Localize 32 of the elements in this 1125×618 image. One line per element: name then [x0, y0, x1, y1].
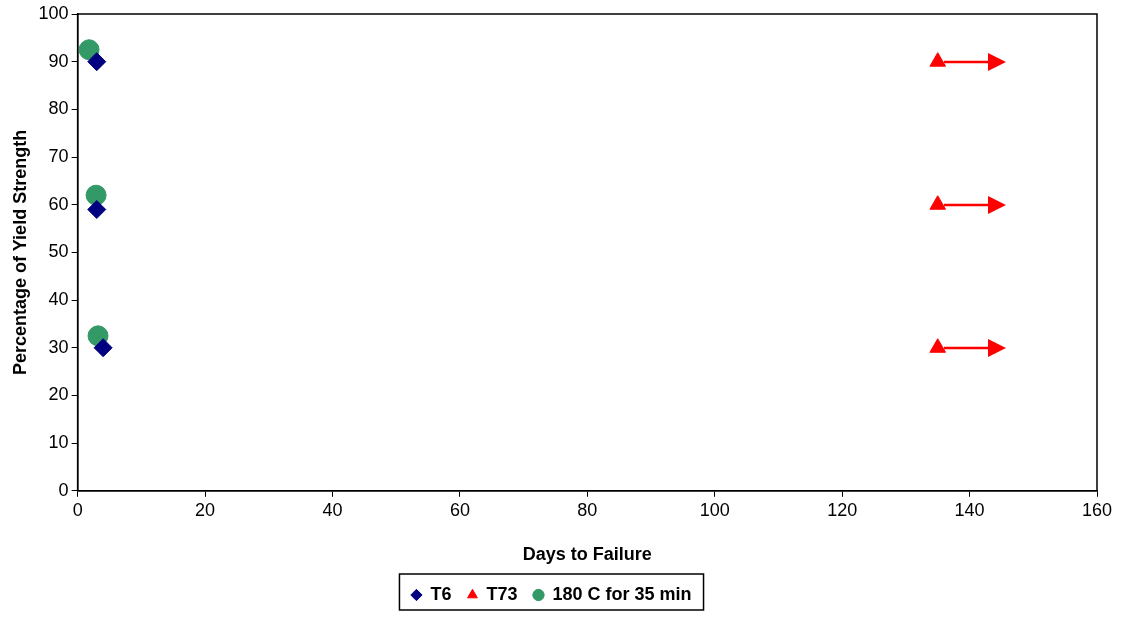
- y-tick-label: 50: [48, 241, 69, 262]
- x-tick-label: 160: [1081, 499, 1113, 520]
- point: [87, 199, 107, 219]
- y-tick-label: 40: [48, 289, 69, 310]
- y-tick-label: 90: [48, 50, 69, 71]
- y-tick-label: 80: [48, 98, 69, 119]
- x-tick-label: 140: [954, 499, 985, 520]
- y-tick-label: 100: [38, 2, 69, 23]
- x-axis-title: Days to Failure: [522, 544, 652, 565]
- point: [78, 39, 100, 61]
- y-tick-label: 0: [58, 479, 69, 500]
- x-tick-label: 120: [827, 499, 858, 520]
- legend-label: 180 C for 35 min: [552, 583, 692, 604]
- point: [929, 338, 947, 353]
- x-tick-label: 20: [195, 499, 216, 520]
- legend-label: T6: [430, 583, 452, 604]
- x-tick-label: 40: [322, 499, 343, 520]
- x-tick-label: 80: [577, 499, 598, 520]
- y-tick-label: 10: [48, 432, 69, 453]
- y-tick-label: 30: [48, 336, 69, 357]
- point: [929, 195, 947, 210]
- y-tick-label: 70: [48, 146, 69, 167]
- point: [85, 184, 107, 206]
- x-tick-label: 60: [449, 499, 470, 520]
- x-tick-label: 100: [699, 499, 730, 520]
- y-tick-label: 20: [48, 384, 69, 405]
- point: [93, 338, 113, 358]
- x-tick-label: 0: [72, 499, 83, 520]
- legend-label: T73: [486, 583, 518, 604]
- point: [87, 52, 107, 72]
- y-tick-label: 60: [48, 193, 69, 214]
- y-axis-title: Percentage of Yield Strength: [9, 129, 30, 375]
